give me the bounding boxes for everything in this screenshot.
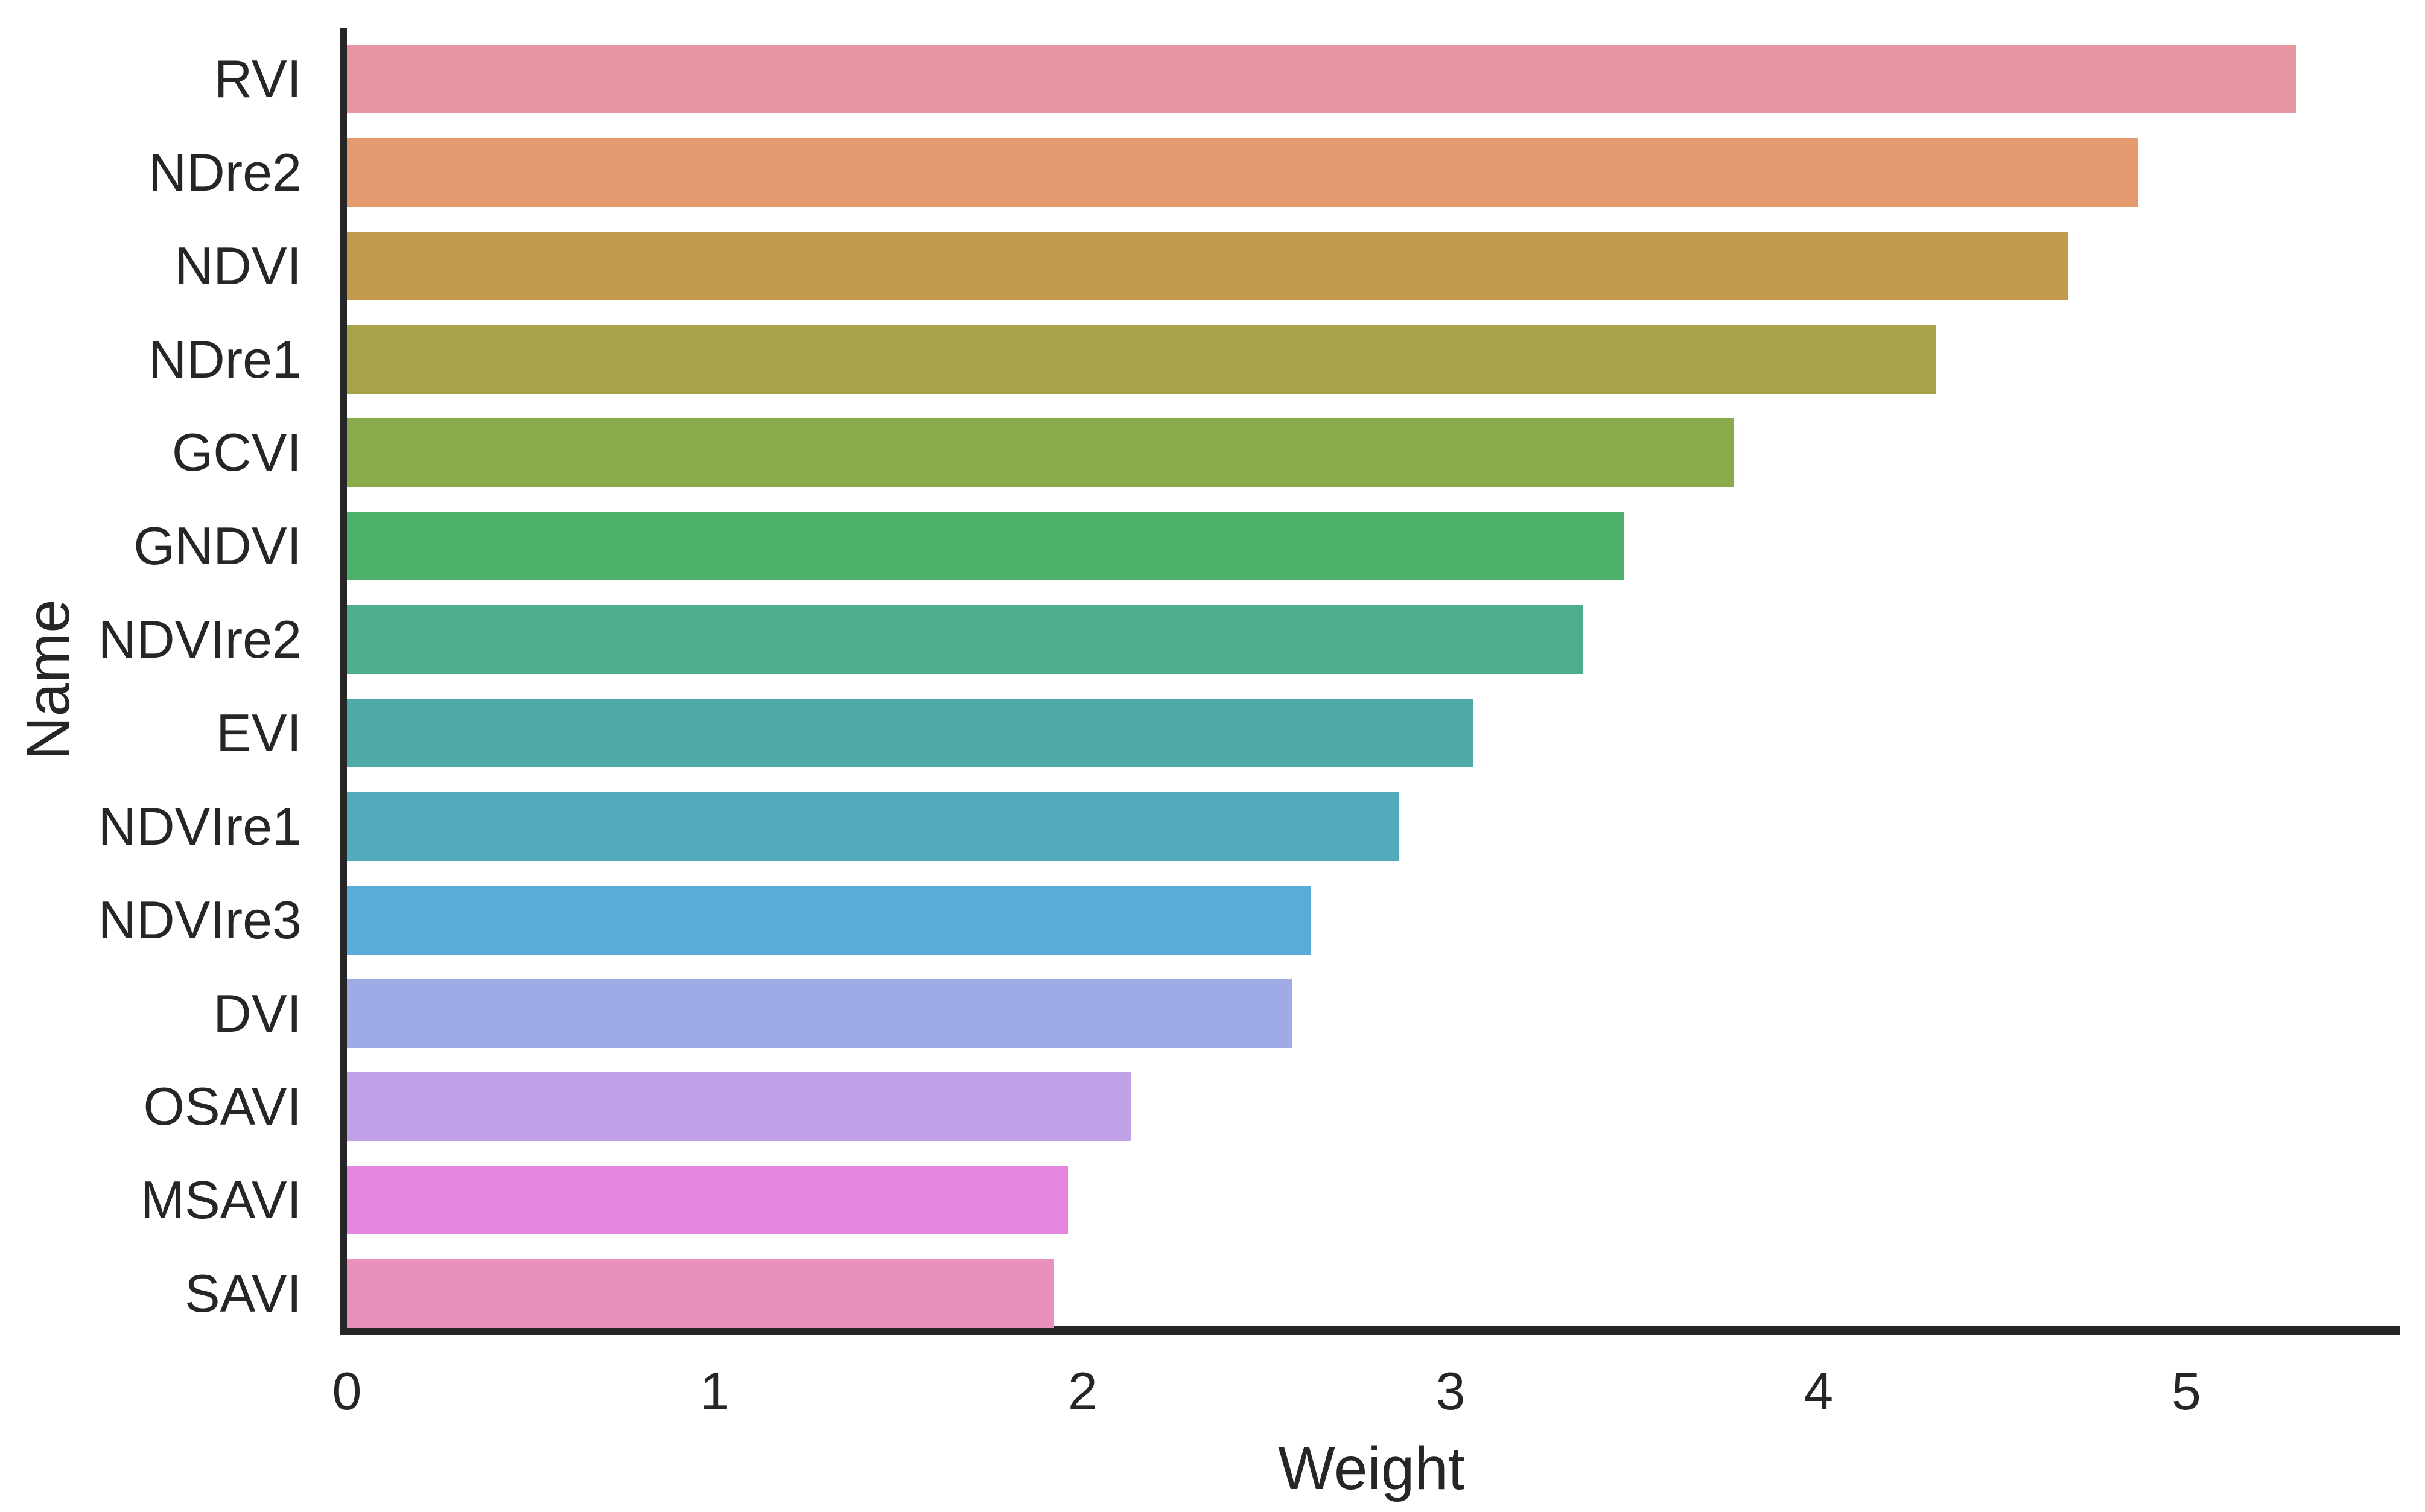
x-tick-label: 4 (1804, 1361, 1834, 1421)
bar-ndvire3 (347, 885, 1311, 955)
y-tick-label: NDre1 (148, 329, 302, 389)
bar-gndvi (347, 512, 1624, 581)
x-axis-title: Weight (1278, 1435, 1465, 1502)
bar-rvi (347, 45, 2297, 113)
y-tick-label: DVI (213, 983, 302, 1043)
y-tick-label: NDVIre3 (98, 889, 302, 950)
y-tick-label: EVI (216, 703, 302, 763)
y-tick-label: OSAVI (143, 1076, 302, 1137)
bar-osavi (347, 1072, 1131, 1142)
y-tick-label: GCVI (171, 422, 302, 483)
bar-dvi (347, 979, 1292, 1048)
bar-msavi (347, 1166, 1068, 1235)
y-tick-label: NDVIre2 (98, 609, 302, 670)
x-tick-label: 1 (700, 1361, 730, 1421)
y-tick-label: NDre2 (148, 142, 302, 202)
y-axis-line (340, 28, 347, 1326)
y-tick-label: MSAVI (140, 1170, 302, 1230)
y-tick-label: GNDVI (133, 516, 302, 576)
y-tick-label: RVI (214, 49, 302, 109)
bar-ndvire1 (347, 792, 1399, 861)
bar-ndre2 (347, 138, 2139, 207)
x-tick-labels: 0 1 2 3 4 5 (332, 1358, 2400, 1425)
x-tick-label: 2 (1067, 1361, 1098, 1421)
y-tick-label: NDVI (174, 235, 302, 296)
y-tick-label: NDVIre1 (98, 796, 302, 856)
y-tick-label: SAVI (184, 1263, 302, 1324)
bar-savi (347, 1259, 1054, 1329)
bar-ndvi (347, 231, 2069, 300)
x-axis-line (340, 1326, 2400, 1335)
x-tick-label: 5 (2171, 1361, 2201, 1421)
bar-ndre1 (347, 325, 1936, 394)
bar-evi (347, 699, 1473, 768)
x-tick-label: 3 (1435, 1361, 1466, 1421)
y-tick-labels: RVI NDre2 NDVI NDre1 GCVI GNDVI NDVIre2 EVI NDVI… (0, 28, 302, 1330)
x-tick-label: 0 (332, 1361, 362, 1421)
bar-gcvi (347, 418, 1734, 488)
plot-area (347, 28, 2400, 1330)
bar-ndvire2 (347, 605, 1583, 675)
